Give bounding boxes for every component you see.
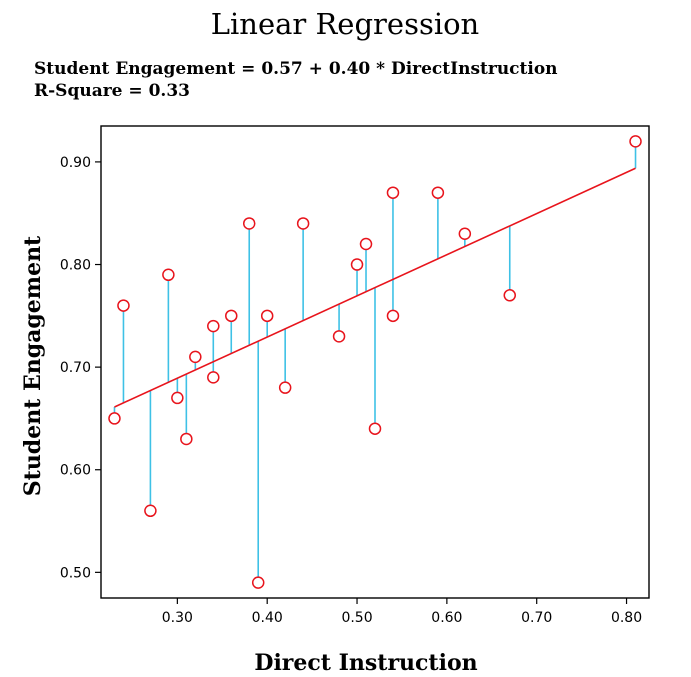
y-axis: 0.50 0.60 0.70 0.80 0.90 bbox=[60, 155, 101, 581]
x-tick-label: 0.30 bbox=[162, 610, 193, 626]
data-point bbox=[260, 309, 274, 323]
data-point bbox=[251, 576, 265, 589]
x-tick-label: 0.60 bbox=[431, 610, 462, 626]
data-point bbox=[629, 135, 642, 148]
data-point bbox=[431, 186, 445, 199]
regression-line-group bbox=[114, 167, 636, 408]
data-point bbox=[359, 237, 373, 251]
data-point bbox=[117, 299, 130, 312]
data-point bbox=[296, 217, 310, 230]
y-tick-label: 0.60 bbox=[60, 463, 91, 479]
data-point bbox=[144, 504, 157, 518]
r-square-label: R-Square = 0.33 bbox=[34, 81, 190, 101]
data-point bbox=[386, 186, 400, 199]
regression-line bbox=[114, 167, 636, 408]
data-point bbox=[368, 422, 382, 435]
y-tick-label: 0.70 bbox=[60, 360, 91, 376]
data-point bbox=[458, 227, 472, 240]
y-tick-label: 0.90 bbox=[60, 155, 91, 171]
x-tick-label: 0.70 bbox=[521, 610, 552, 626]
x-axis-title: Direct Instruction bbox=[254, 650, 477, 676]
data-point bbox=[162, 268, 175, 282]
data-point bbox=[350, 258, 364, 271]
x-axis: 0.30 0.40 0.50 0.60 0.70 0.80 bbox=[162, 598, 642, 626]
y-axis-title: Student Engagement bbox=[20, 235, 46, 496]
data-point bbox=[207, 371, 220, 384]
data-point bbox=[332, 330, 346, 343]
x-tick-label: 0.50 bbox=[341, 610, 372, 626]
data-point bbox=[180, 432, 193, 446]
data-point bbox=[278, 381, 292, 394]
regression-equation: Student Engagement = 0.57 + 0.40 * Direc… bbox=[34, 59, 558, 79]
data-point bbox=[225, 309, 238, 323]
y-tick-label: 0.80 bbox=[60, 258, 91, 274]
x-tick-label: 0.40 bbox=[252, 610, 283, 626]
data-points bbox=[108, 135, 642, 589]
data-point bbox=[171, 391, 184, 405]
plot-area: 0.50 0.60 0.70 0.80 0.90 0.30 0.40 0.50 0.60 0.7… bbox=[60, 125, 650, 626]
data-point bbox=[207, 319, 220, 333]
plot-frame bbox=[100, 125, 650, 599]
y-tick-label: 0.50 bbox=[60, 565, 91, 581]
data-point bbox=[242, 217, 256, 230]
data-point bbox=[503, 289, 517, 302]
data-point bbox=[386, 309, 400, 323]
data-point bbox=[189, 350, 202, 364]
chart-title: Linear Regression bbox=[211, 7, 480, 41]
x-tick-label: 0.80 bbox=[611, 610, 642, 626]
data-point bbox=[108, 412, 121, 425]
